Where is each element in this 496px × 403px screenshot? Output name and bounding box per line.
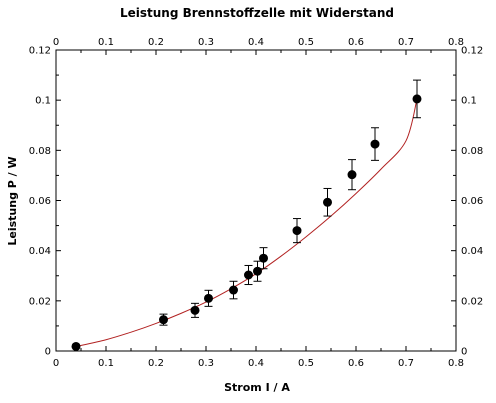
data-point: [260, 254, 268, 262]
data-point: [413, 95, 421, 103]
x-tick-label-bottom: 0.4: [248, 358, 264, 369]
x-tick-label-bottom: 0.5: [298, 358, 314, 369]
plot-frame: [56, 50, 456, 351]
y-tick-label-left: 0.02: [29, 296, 51, 307]
x-tick-label-top: 0.3: [198, 37, 214, 48]
data-point: [72, 342, 80, 350]
data-point: [160, 316, 168, 324]
x-tick-label-bottom: 0.7: [398, 358, 414, 369]
x-tick-label-top: 0.2: [148, 37, 164, 48]
y-tick-label-left: 0.1: [35, 96, 51, 107]
y-tick-label-left: 0.04: [29, 246, 51, 257]
x-tick-label-top: 0.4: [248, 37, 264, 48]
x-tick-label-bottom: 0.8: [448, 358, 464, 369]
data-point: [348, 171, 356, 179]
y-tick-label-left: 0.06: [29, 196, 51, 207]
data-point: [230, 286, 238, 294]
y-tick-label-left: 0.12: [29, 46, 51, 57]
x-tick-label-top: 0.1: [98, 37, 114, 48]
x-axis-label: Strom I / A: [224, 381, 290, 394]
x-tick-label-top: 0.6: [348, 37, 364, 48]
data-point: [245, 271, 253, 279]
y-axis-label: Leistung P / W: [6, 156, 19, 245]
chart-title: Leistung Brennstoffzelle mit Widerstand: [120, 6, 394, 20]
y-tick-label-right: 0.1: [461, 96, 477, 107]
x-tick-label-bottom: 0.3: [198, 358, 214, 369]
data-point: [191, 306, 199, 314]
data-point: [293, 227, 301, 235]
y-tick-label-right: 0.02: [461, 296, 483, 307]
y-tick-label-right: 0: [461, 347, 467, 358]
y-tick-label-left: 0: [45, 347, 51, 358]
fit-curve: [76, 99, 417, 347]
data-point: [205, 294, 213, 302]
x-tick-label-bottom: 0: [53, 358, 59, 369]
y-tick-label-right: 0.04: [461, 246, 483, 257]
x-tick-label-top: 0: [53, 37, 59, 48]
y-tick-label-left: 0.08: [29, 146, 51, 157]
y-tick-label-right: 0.08: [461, 146, 483, 157]
data-point: [371, 140, 379, 148]
x-tick-label-bottom: 0.6: [348, 358, 364, 369]
x-tick-label-bottom: 0.2: [148, 358, 164, 369]
x-tick-label-bottom: 0.1: [98, 358, 114, 369]
plot-area: 000.10.10.20.20.30.30.40.40.50.50.60.60.…: [29, 37, 484, 369]
data-point: [324, 198, 332, 206]
y-tick-label-right: 0.06: [461, 196, 483, 207]
y-tick-label-right: 0.12: [461, 46, 483, 57]
x-tick-label-top: 0.7: [398, 37, 414, 48]
x-tick-label-top: 0.5: [298, 37, 314, 48]
